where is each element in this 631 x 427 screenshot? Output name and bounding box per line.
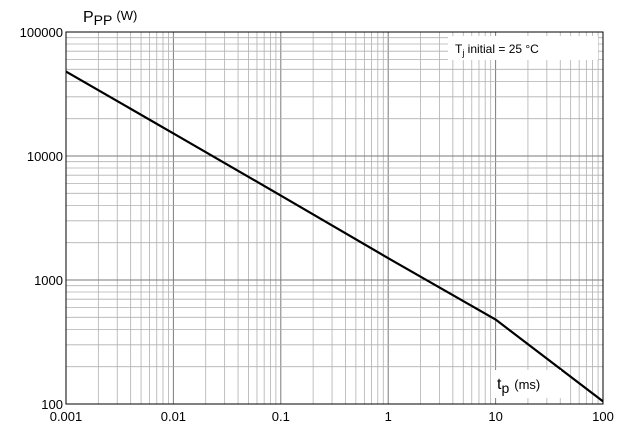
x-tick-label: 0.1 xyxy=(272,409,290,424)
annotation-main: T xyxy=(455,42,463,56)
x-axis-title-main: t xyxy=(497,376,502,393)
x-tick-label: 1 xyxy=(385,409,392,424)
x-tick-label: 0.001 xyxy=(50,409,83,424)
x-axis-title: tp (ms) xyxy=(497,376,540,396)
annotation-text: Tj initial = 25 °C xyxy=(455,42,539,58)
y-tick-labels: 100 1000 10000 100000 xyxy=(20,25,63,412)
x-tick-label: 100 xyxy=(592,409,614,424)
grid xyxy=(66,32,603,404)
y-axis-title: PPP (W) xyxy=(83,8,137,28)
x-axis-title-unit: (ms) xyxy=(514,377,540,392)
series-line xyxy=(65,70,604,403)
y-axis-title-main: P xyxy=(83,9,94,26)
annotation-box xyxy=(448,36,598,60)
x-tick-label: 10 xyxy=(488,409,502,424)
y-axis-title-sub: PP xyxy=(94,12,113,28)
x-tick-label: 0.01 xyxy=(161,409,186,424)
y-tick-label: 100000 xyxy=(20,25,63,40)
x-axis-title-background xyxy=(491,370,561,398)
x-axis-title-sub: p xyxy=(501,380,509,396)
y-tick-label: 100 xyxy=(41,397,63,412)
series-layer xyxy=(65,70,604,403)
y-tick-label: 1000 xyxy=(34,273,63,288)
annotation-rest: initial = 25 °C xyxy=(464,42,539,56)
annotation-sub: j xyxy=(461,48,464,58)
y-tick-label: 10000 xyxy=(27,149,63,164)
y-axis-title-background xyxy=(68,0,148,30)
x-tick-labels: 0.001 0.01 0.1 1 10 100 xyxy=(50,409,614,424)
plot-frame xyxy=(65,31,604,405)
y-axis-title-unit: (W) xyxy=(116,8,137,23)
